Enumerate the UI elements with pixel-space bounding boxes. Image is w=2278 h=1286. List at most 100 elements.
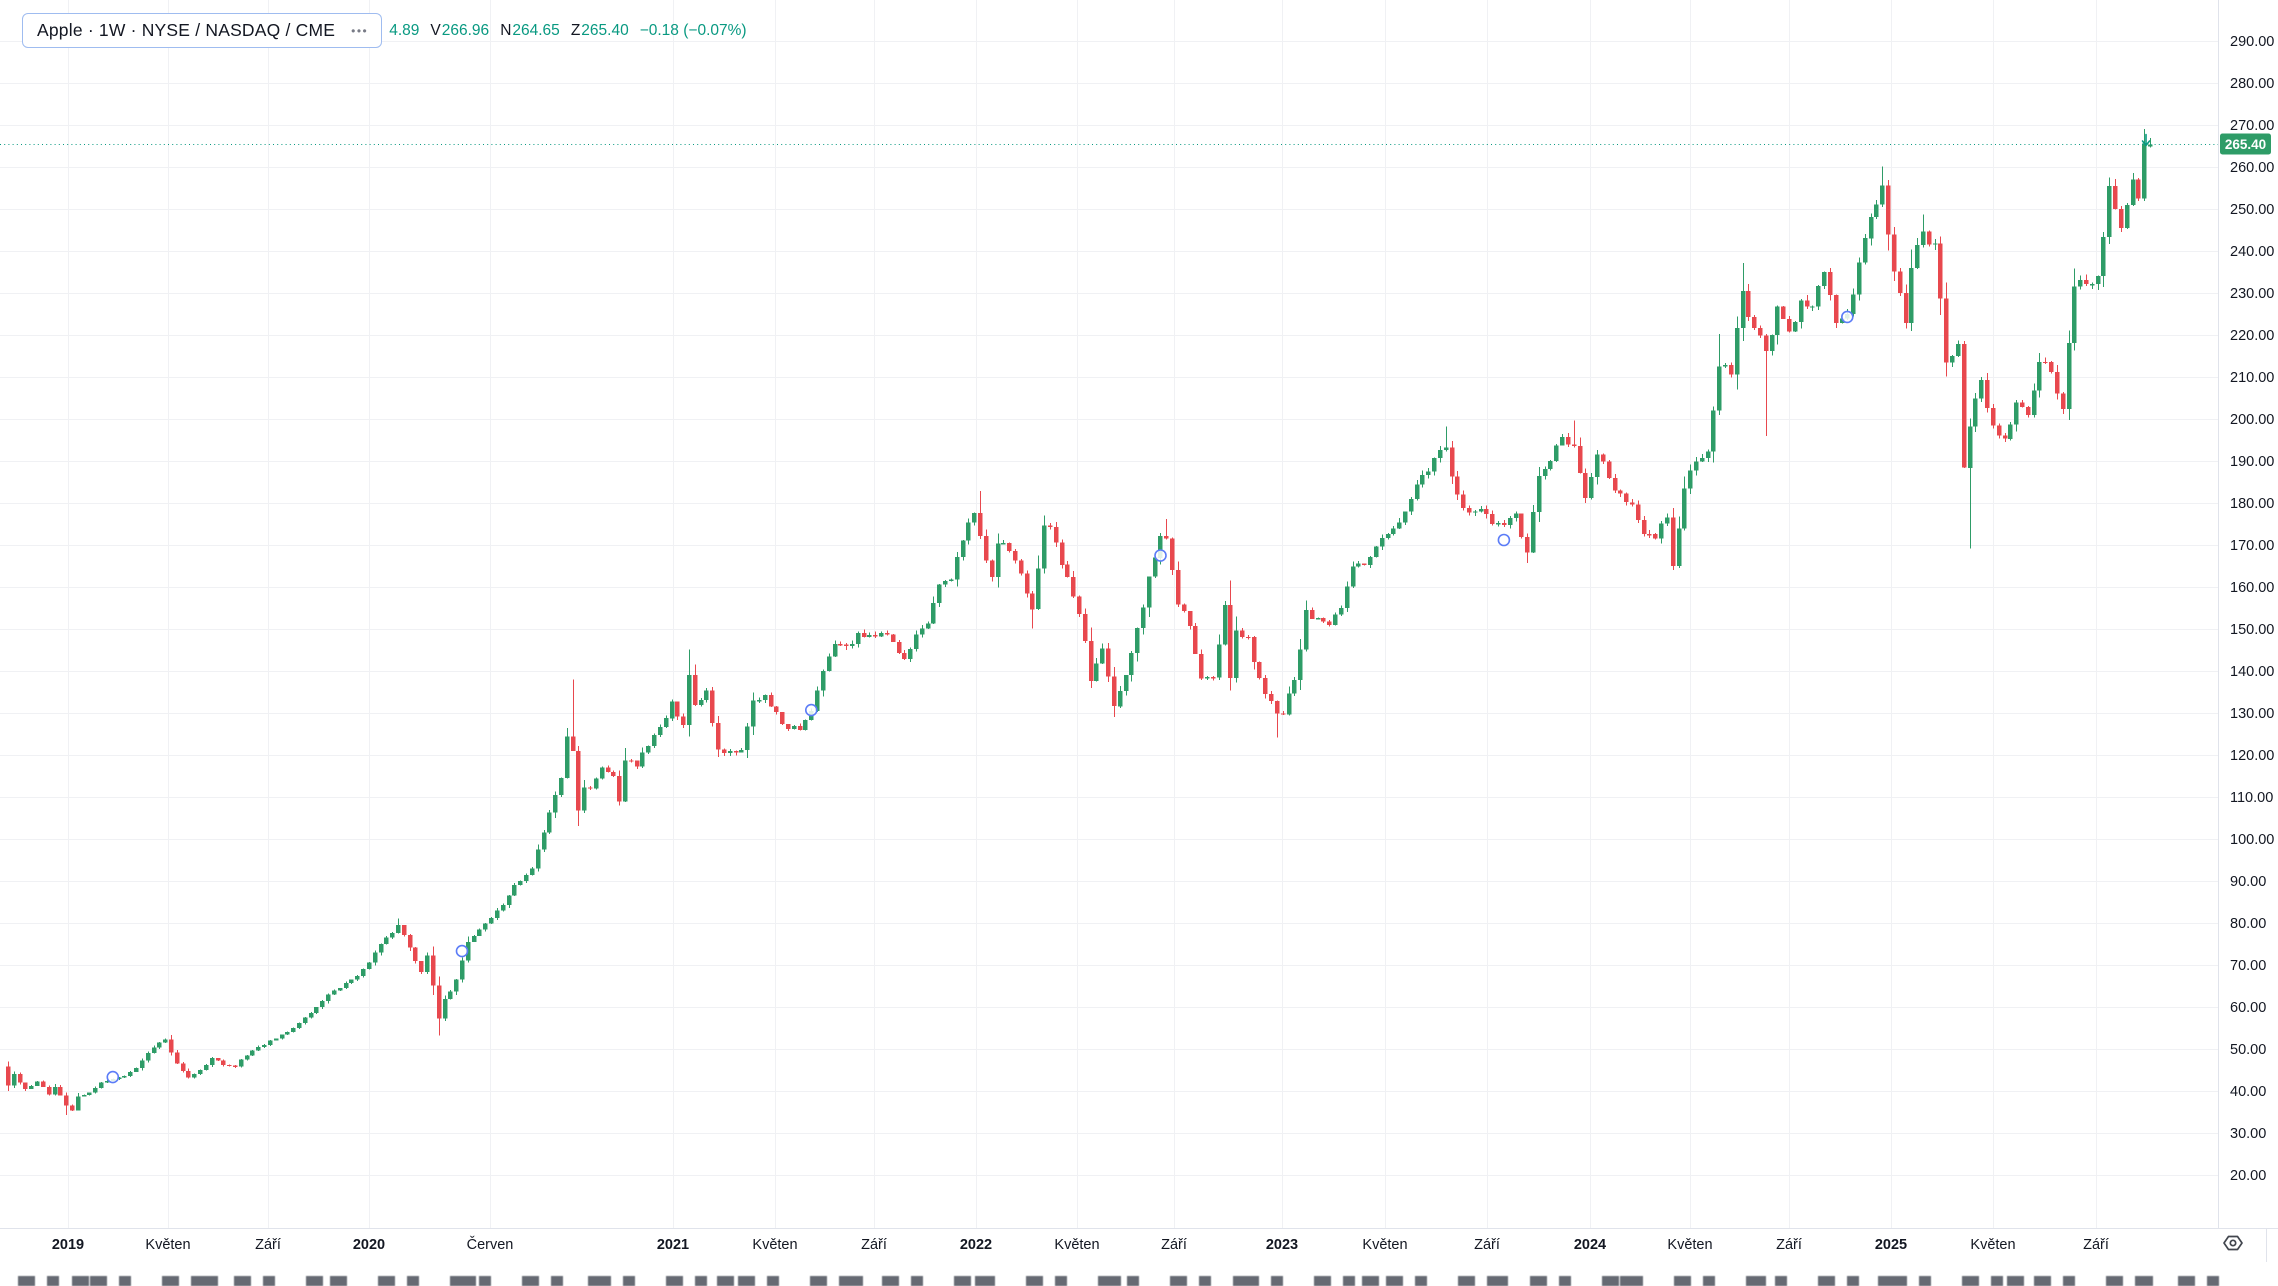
candle-body <box>1310 610 1315 619</box>
time-tick-month-label: Září <box>255 1237 281 1253</box>
event-marker-icon[interactable] <box>1841 310 1854 324</box>
candle-body <box>745 726 750 750</box>
candle-body <box>1304 610 1309 650</box>
candle-body <box>1386 534 1391 538</box>
candle-body <box>1624 493 1629 503</box>
candle-body <box>1578 445 1583 474</box>
eye-icon[interactable] <box>2223 1235 2243 1251</box>
price-tick-label: 290.00 <box>2230 34 2274 50</box>
legend-symbol-box[interactable]: Apple · 1W · NYSE / NASDAQ / CME ••• <box>22 13 383 48</box>
candle-body <box>961 540 966 558</box>
candle-body <box>2101 237 2106 276</box>
candle-body <box>2078 279 2083 287</box>
candle-body <box>1089 641 1094 682</box>
candle-body <box>1554 445 1559 461</box>
time-axis[interactable]: 2019 Květen Září 2020 Červen 2021 Květen Září 20… <box>52 1236 2109 1253</box>
more-icon[interactable]: ••• <box>351 23 369 38</box>
candle-body <box>1426 471 1431 475</box>
candle-body <box>897 642 902 654</box>
candle-body <box>2055 372 2060 394</box>
candle-body <box>1572 444 1577 446</box>
candle-body <box>35 1081 40 1086</box>
candle-body <box>128 1071 133 1076</box>
candle-body <box>256 1046 261 1051</box>
price-tick-label: 170.00 <box>2230 538 2274 554</box>
price-tick-label: 70.00 <box>2230 958 2266 974</box>
candle-body <box>489 917 494 924</box>
candle-body <box>1677 528 1682 566</box>
candle-body <box>920 628 925 635</box>
candle-body <box>914 634 919 649</box>
candle-body <box>1531 512 1536 553</box>
candle-body <box>1560 437 1565 446</box>
candle-body <box>1805 300 1810 307</box>
candle-body <box>1653 534 1658 539</box>
candle-body <box>2043 361 2048 364</box>
candle-body <box>2003 435 2008 439</box>
candle-body <box>623 760 628 802</box>
eye-pupil <box>2229 1239 2237 1247</box>
price-axis[interactable]: 290.00 280.00 270.00 260.00 250.00 240.00 230.… <box>2230 34 2274 1184</box>
candle-body <box>175 1052 180 1064</box>
last-price-arrow-icon <box>2141 133 2151 147</box>
candle-body <box>862 632 867 638</box>
time-tick-year-label: 2024 <box>1574 1237 1606 1253</box>
candle-body <box>1711 410 1716 452</box>
candle-body <box>448 991 453 1000</box>
candle-body <box>1874 204 1879 217</box>
event-marker-icon[interactable] <box>804 703 818 717</box>
candle-body <box>1083 614 1088 642</box>
event-marker-icon[interactable] <box>106 1070 120 1084</box>
candle-body <box>972 513 977 523</box>
candle-body <box>1770 334 1775 351</box>
candle-body <box>1036 568 1041 610</box>
price-tick-label: 30.00 <box>2230 1126 2266 1142</box>
candle-body <box>1583 473 1588 498</box>
candle-body <box>1741 290 1746 329</box>
candle-body <box>87 1092 92 1095</box>
candle-body <box>1450 447 1455 477</box>
candle-body <box>1118 690 1123 707</box>
event-marker-icon[interactable] <box>1497 533 1511 547</box>
candle-body <box>1985 379 1990 408</box>
candle-body <box>507 895 512 905</box>
time-tick-month-label: Květen <box>752 1237 797 1253</box>
candle-body <box>1822 272 1827 287</box>
time-tick-year-label: 2019 <box>52 1237 84 1253</box>
candle-body <box>425 955 430 973</box>
candle-body <box>1106 648 1111 677</box>
candle-body <box>699 699 704 705</box>
candle-body <box>239 1059 244 1067</box>
candle-body <box>1473 511 1478 513</box>
candle-body <box>996 543 1001 577</box>
candle-body <box>693 674 698 705</box>
candle-body <box>163 1039 168 1043</box>
event-marker-icon[interactable] <box>455 944 469 958</box>
event-marker-icon[interactable] <box>1154 549 1167 562</box>
candle-body <box>844 644 849 647</box>
candle-body <box>803 720 808 731</box>
candle-body <box>1775 306 1780 335</box>
candle-body <box>233 1065 238 1067</box>
candle-body <box>1729 364 1734 375</box>
candle-body <box>1915 244 1920 268</box>
candle-body <box>1810 306 1815 308</box>
candle-body <box>1362 563 1367 566</box>
candle-body <box>1461 494 1466 508</box>
candle-body <box>1269 694 1274 701</box>
candle-body <box>2136 179 2141 199</box>
candle-body <box>1642 519 1647 534</box>
candle-body <box>1100 648 1105 664</box>
candle-body <box>1368 557 1373 566</box>
candle-body <box>1316 618 1321 620</box>
candle-body <box>483 923 488 930</box>
candle-body <box>2131 179 2136 205</box>
candle-body <box>1403 511 1408 523</box>
price-tick-label: 140.00 <box>2230 664 2274 680</box>
candle-body <box>1752 316 1757 329</box>
time-tick-month-label: Září <box>1776 1237 1802 1253</box>
candle-body <box>1566 437 1571 445</box>
candle-body <box>821 671 826 691</box>
candle-body <box>431 955 436 986</box>
